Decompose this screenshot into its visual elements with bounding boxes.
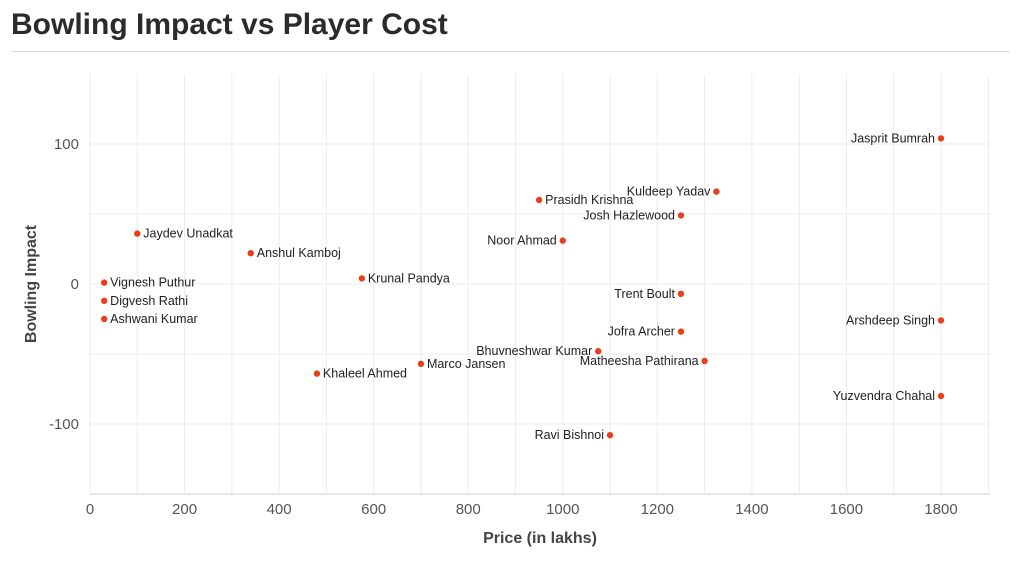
point-label: Anshul Kamboj	[257, 246, 341, 260]
data-point	[677, 290, 685, 297]
data-point	[677, 328, 685, 335]
point-label: Josh Hazlewood	[583, 208, 675, 222]
x-tick-label: 600	[361, 501, 386, 518]
point-label: Yuzvendra Chahal	[833, 389, 935, 403]
point-label: Trent Boult	[614, 287, 675, 301]
point-label: Prasidh Krishna	[545, 193, 633, 207]
data-point	[606, 432, 614, 439]
data-point	[417, 360, 425, 367]
y-axis-title: Bowling Impact	[23, 224, 40, 343]
grid-lines	[89, 74, 990, 495]
data-point	[937, 135, 945, 142]
tick-labels: 0 200 400 600 800 1000 1200 1400 1600 1800 -100 0 10…	[49, 136, 958, 518]
point-label: Marco Jansen	[427, 357, 506, 371]
data-point	[677, 212, 685, 219]
point-label: Bhuvneshwar Kumar	[476, 344, 592, 358]
data-point	[937, 392, 945, 400]
data-point	[358, 275, 366, 282]
title-divider	[11, 51, 1010, 52]
data-point	[701, 357, 708, 365]
point-label: Jaydev Unadkat	[143, 227, 233, 241]
x-tick-label: 1800	[924, 501, 957, 518]
point-label: Jofra Archer	[608, 325, 675, 339]
x-tick-label: 1400	[735, 501, 768, 518]
point-label: Krunal Pandya	[368, 271, 450, 285]
y-tick-label: 100	[54, 136, 79, 153]
x-tick-label: 0	[86, 501, 94, 518]
point-label: Matheesha Pathirana	[580, 354, 699, 368]
x-tick-label: 1200	[641, 501, 674, 518]
point-label: Digvesh Rathi	[110, 294, 188, 308]
data-point	[134, 230, 141, 237]
data-point	[313, 370, 321, 377]
data-point	[535, 196, 543, 204]
point-label: Noor Ahmad	[487, 234, 557, 248]
point-label: Khaleel Ahmed	[323, 367, 407, 381]
x-tick-label: 1000	[546, 501, 579, 518]
x-tick-label: 800	[456, 501, 481, 518]
data-point	[713, 188, 720, 195]
data-point	[559, 237, 566, 244]
x-axis-title: Price (in lakhs)	[483, 530, 597, 547]
point-label: Ashwani Kumar	[110, 312, 198, 326]
data-point	[100, 297, 108, 304]
y-tick-label: -100	[49, 416, 79, 433]
data-point	[595, 348, 602, 355]
point-label: Kuldeep Yadav	[627, 185, 711, 199]
x-tick-label: 1600	[830, 501, 863, 518]
point-label: Ravi Bishnoi	[535, 428, 604, 442]
x-tick-label: 400	[267, 501, 292, 518]
data-point	[937, 317, 945, 324]
data-point	[100, 315, 108, 323]
data-point	[247, 250, 254, 257]
point-label: Jasprit Bumrah	[851, 131, 935, 145]
point-label: Vignesh Puthur	[110, 276, 195, 290]
data-point	[100, 279, 108, 286]
y-tick-label: 0	[71, 276, 79, 293]
point-label: Arshdeep Singh	[846, 313, 935, 327]
chart-title: Bowling Impact vs Player Cost	[11, 8, 448, 41]
x-tick-label: 200	[172, 501, 197, 518]
